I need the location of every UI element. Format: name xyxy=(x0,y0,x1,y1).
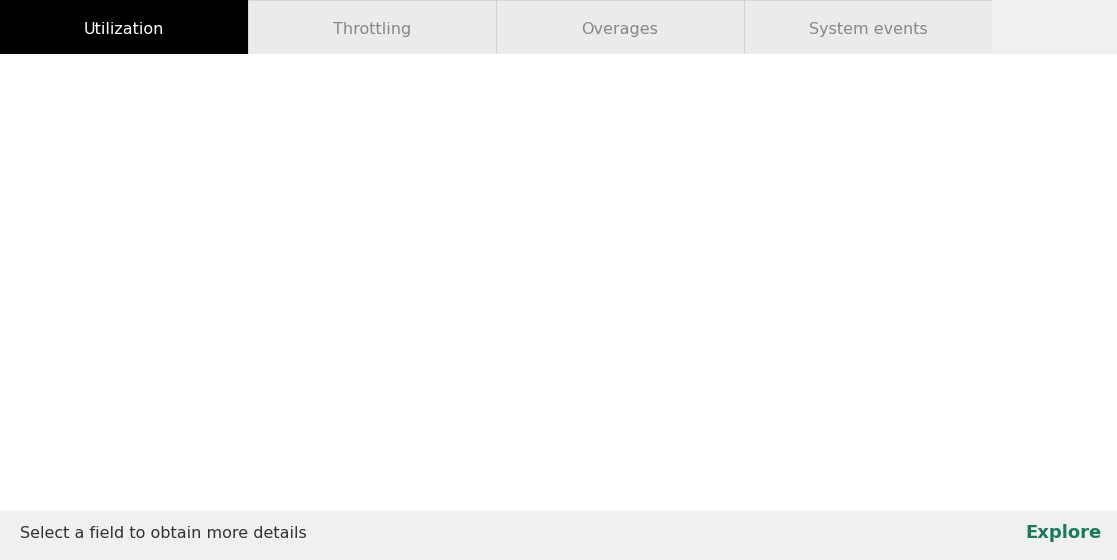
Text: Linear: Linear xyxy=(843,86,898,101)
Text: CU % Limit: CU % Limit xyxy=(877,148,949,161)
Text: Interactive %: Interactive % xyxy=(172,148,260,161)
Text: CU % over time: CU % over time xyxy=(20,76,189,95)
Text: Logarithmic: Logarithmic xyxy=(962,86,1065,101)
Ellipse shape xyxy=(1070,462,1099,492)
Bar xyxy=(248,0,496,59)
Ellipse shape xyxy=(76,462,105,492)
Text: Throttling: Throttling xyxy=(333,22,411,37)
Text: Explore: Explore xyxy=(1025,524,1101,543)
Text: Background %: Background % xyxy=(39,148,136,161)
Bar xyxy=(744,0,992,59)
Text: Background non-billable %: Background non-billable % xyxy=(311,148,489,161)
Text: Overages: Overages xyxy=(582,22,658,37)
Text: Interactive non-billable %: Interactive non-billable % xyxy=(527,148,698,161)
FancyBboxPatch shape xyxy=(75,474,1100,480)
Text: Utilization: Utilization xyxy=(84,22,164,37)
Bar xyxy=(0,0,248,59)
Y-axis label: CU %: CU % xyxy=(16,291,30,328)
FancyBboxPatch shape xyxy=(934,69,1092,119)
Text: System events: System events xyxy=(809,22,927,37)
Bar xyxy=(992,0,1117,59)
Text: Select a field to obtain more details: Select a field to obtain more details xyxy=(20,526,307,541)
Bar xyxy=(496,0,744,59)
Text: Autoscale %: Autoscale % xyxy=(751,148,832,161)
FancyBboxPatch shape xyxy=(813,69,928,119)
